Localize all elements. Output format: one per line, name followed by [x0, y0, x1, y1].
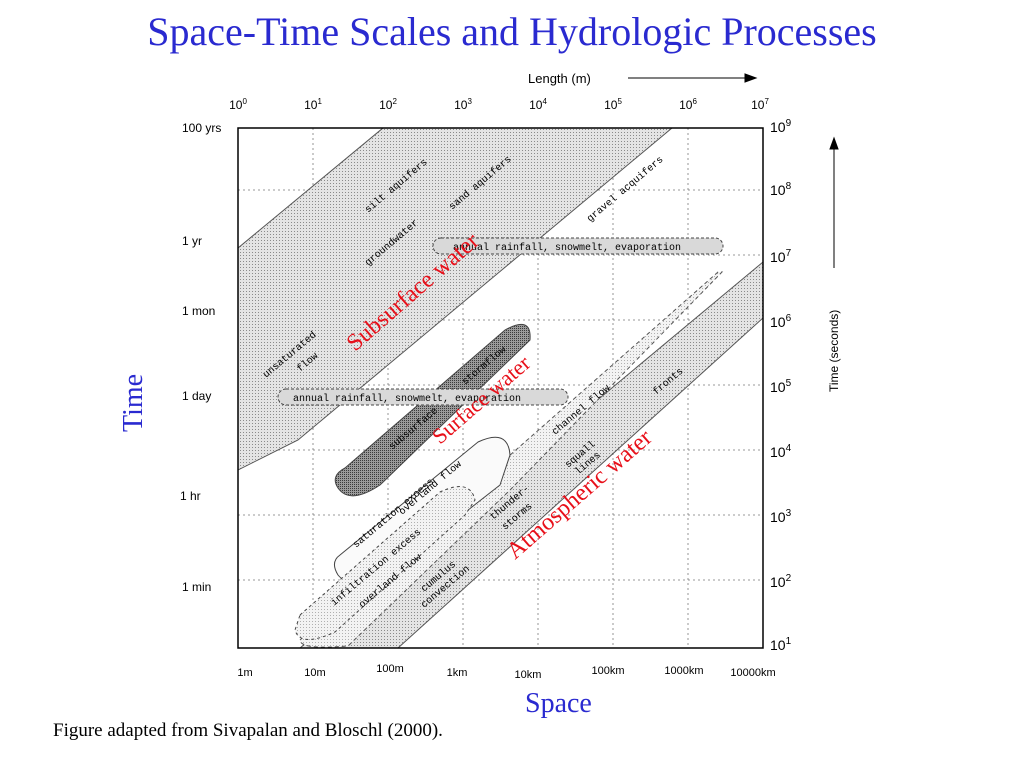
- svg-text:1km: 1km: [447, 667, 468, 679]
- infiltration-ellipse: [294, 486, 476, 640]
- svg-text:108: 108: [770, 181, 792, 198]
- top-tick: 107: [751, 97, 769, 112]
- svg-text:102: 102: [770, 573, 792, 590]
- rainfall-top-label: annual rainfall, snowmelt, evaporation: [453, 242, 681, 254]
- length-axis-label: Length (m): [528, 71, 591, 86]
- time-axis-label: Time (seconds): [827, 310, 841, 392]
- svg-text:1m: 1m: [237, 667, 252, 679]
- svg-text:104: 104: [770, 443, 792, 460]
- svg-text:107: 107: [770, 248, 792, 265]
- bottom-tick-labels: 1m 10m 100m 1km 10km 100km 1000km 10000k…: [237, 663, 775, 681]
- svg-text:100km: 100km: [591, 665, 624, 677]
- subsurface-capsule: [334, 323, 531, 497]
- time-big-label: Time: [118, 374, 149, 432]
- svg-text:1 mon: 1 mon: [182, 304, 215, 318]
- rainfall-bar-top: [432, 237, 724, 255]
- right-tick-labels: 109 108 107 106 105 104 103 102 101: [770, 118, 792, 653]
- time-arrow-icon: [829, 136, 839, 268]
- top-tick: 106: [679, 97, 697, 112]
- top-tick: 105: [604, 97, 622, 112]
- rainfall-bar-mid: [277, 388, 569, 406]
- svg-text:105: 105: [770, 378, 792, 395]
- svg-text:10000km: 10000km: [730, 667, 775, 679]
- plot-frame: [237, 127, 764, 649]
- svg-text:103: 103: [770, 508, 792, 525]
- rainfall-mid-label: annual rainfall, snowmelt, evaporation: [293, 393, 521, 405]
- space-big-label: Space: [525, 688, 592, 719]
- top-tick: 104: [529, 97, 547, 112]
- svg-text:100 yrs: 100 yrs: [182, 121, 221, 135]
- svg-text:1 min: 1 min: [182, 580, 211, 594]
- top-tick: 100: [229, 97, 247, 112]
- left-tick-labels: 100 yrs 1 yr 1 mon 1 day 1 hr 1 min: [180, 121, 221, 594]
- length-arrow-icon: [628, 73, 758, 83]
- top-tick: 103: [454, 97, 472, 112]
- svg-text:1 hr: 1 hr: [180, 489, 201, 503]
- svg-text:1000km: 1000km: [664, 665, 703, 677]
- slide-title: Space-Time Scales and Hydrologic Process…: [147, 9, 877, 54]
- svg-text:10m: 10m: [304, 667, 325, 679]
- svg-text:100m: 100m: [376, 663, 404, 675]
- svg-text:1 yr: 1 yr: [182, 234, 202, 248]
- svg-text:109: 109: [770, 118, 792, 135]
- figure-caption: Figure adapted from Sivapalan and Blosch…: [53, 720, 443, 741]
- top-tick-labels: 100 101 102 103 104 105 106 107: [229, 97, 769, 112]
- top-tick: 101: [304, 97, 322, 112]
- svg-text:101: 101: [770, 636, 792, 653]
- svg-text:1 day: 1 day: [182, 389, 211, 403]
- groundwater-band: [238, 128, 673, 471]
- top-tick: 102: [379, 97, 397, 112]
- svg-text:106: 106: [770, 313, 792, 330]
- svg-text:10km: 10km: [515, 669, 542, 681]
